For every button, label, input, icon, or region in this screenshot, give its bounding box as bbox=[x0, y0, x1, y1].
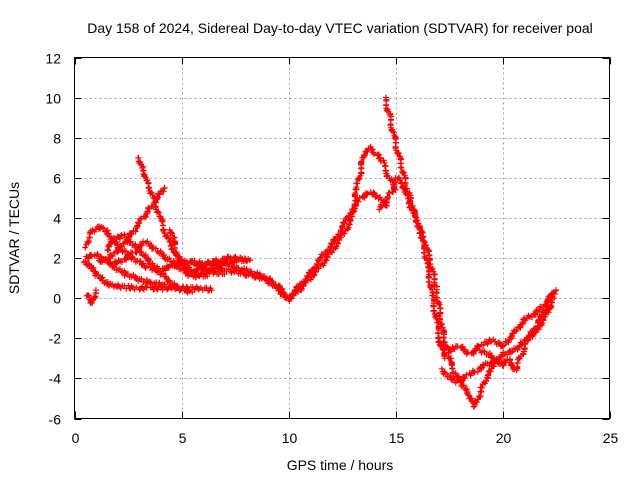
series-arc-13 bbox=[376, 174, 497, 410]
series-arc-15 bbox=[438, 289, 557, 386]
series-arc-11 bbox=[211, 143, 399, 304]
series-markers bbox=[211, 143, 399, 304]
x-tick-label: 15 bbox=[389, 430, 405, 446]
grid-lines bbox=[74, 57, 610, 419]
series-markers bbox=[383, 94, 448, 362]
y-tick-label: -2 bbox=[49, 331, 62, 347]
series-markers bbox=[438, 289, 557, 386]
y-tick-label: -4 bbox=[49, 371, 62, 387]
series-arc-12 bbox=[383, 94, 448, 362]
x-tick-label: 25 bbox=[603, 430, 619, 446]
y-axis-label: SDTVAR / TECUs bbox=[6, 182, 22, 294]
series-markers bbox=[82, 223, 228, 278]
x-tick-label: 5 bbox=[179, 430, 187, 446]
y-tick-labels: -6 -4 -2 0 2 4 6 8 10 12 bbox=[45, 51, 61, 428]
x-tick-label: 20 bbox=[496, 430, 512, 446]
x-tick-labels: 0 5 10 15 20 25 bbox=[72, 430, 619, 446]
y-tick-label: 8 bbox=[53, 131, 61, 147]
x-tick-label: 0 bbox=[72, 430, 80, 446]
series-arc-3 bbox=[83, 251, 215, 294]
chart-title: Day 158 of 2024, Sidereal Day-to-day VTE… bbox=[87, 20, 593, 36]
series-arc-1 bbox=[82, 223, 228, 278]
series-markers bbox=[83, 251, 215, 294]
y-tick-label: 12 bbox=[45, 51, 61, 67]
series-markers bbox=[476, 295, 557, 374]
series-markers bbox=[96, 184, 168, 266]
series-arc-9 bbox=[83, 287, 99, 306]
y-tick-label: 10 bbox=[45, 91, 61, 107]
series-arc-7 bbox=[96, 184, 168, 266]
series-arc-10 bbox=[189, 189, 390, 302]
y-tick-label: 4 bbox=[53, 211, 61, 227]
y-tick-label: 0 bbox=[53, 291, 61, 307]
y-tick-label: 6 bbox=[53, 171, 61, 187]
y-tick-label: -6 bbox=[49, 412, 62, 428]
plot-frame bbox=[74, 57, 610, 419]
series-arc-16 bbox=[476, 295, 557, 374]
x-axis-label: GPS time / hours bbox=[287, 457, 394, 473]
series-markers bbox=[189, 189, 390, 302]
axis-ticks bbox=[74, 57, 611, 420]
series-markers bbox=[83, 287, 99, 306]
x-tick-label: 10 bbox=[282, 430, 298, 446]
y-tick-label: 2 bbox=[53, 251, 61, 267]
data-points bbox=[80, 94, 559, 410]
series-markers bbox=[376, 174, 497, 410]
